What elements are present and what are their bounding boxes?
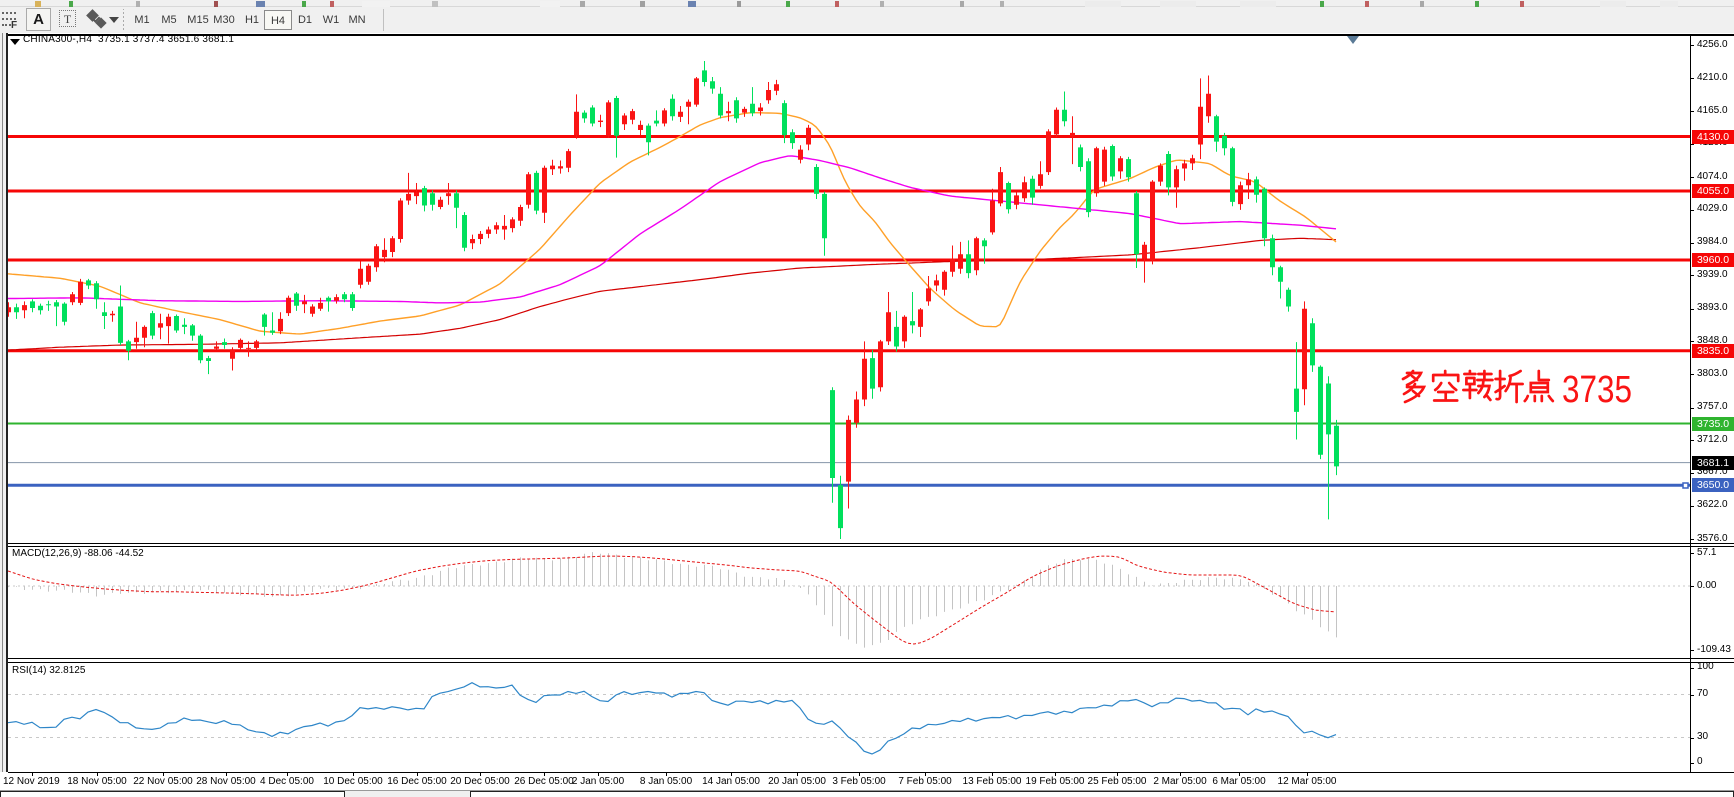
svg-text:3735: 3735 [1562,369,1632,411]
